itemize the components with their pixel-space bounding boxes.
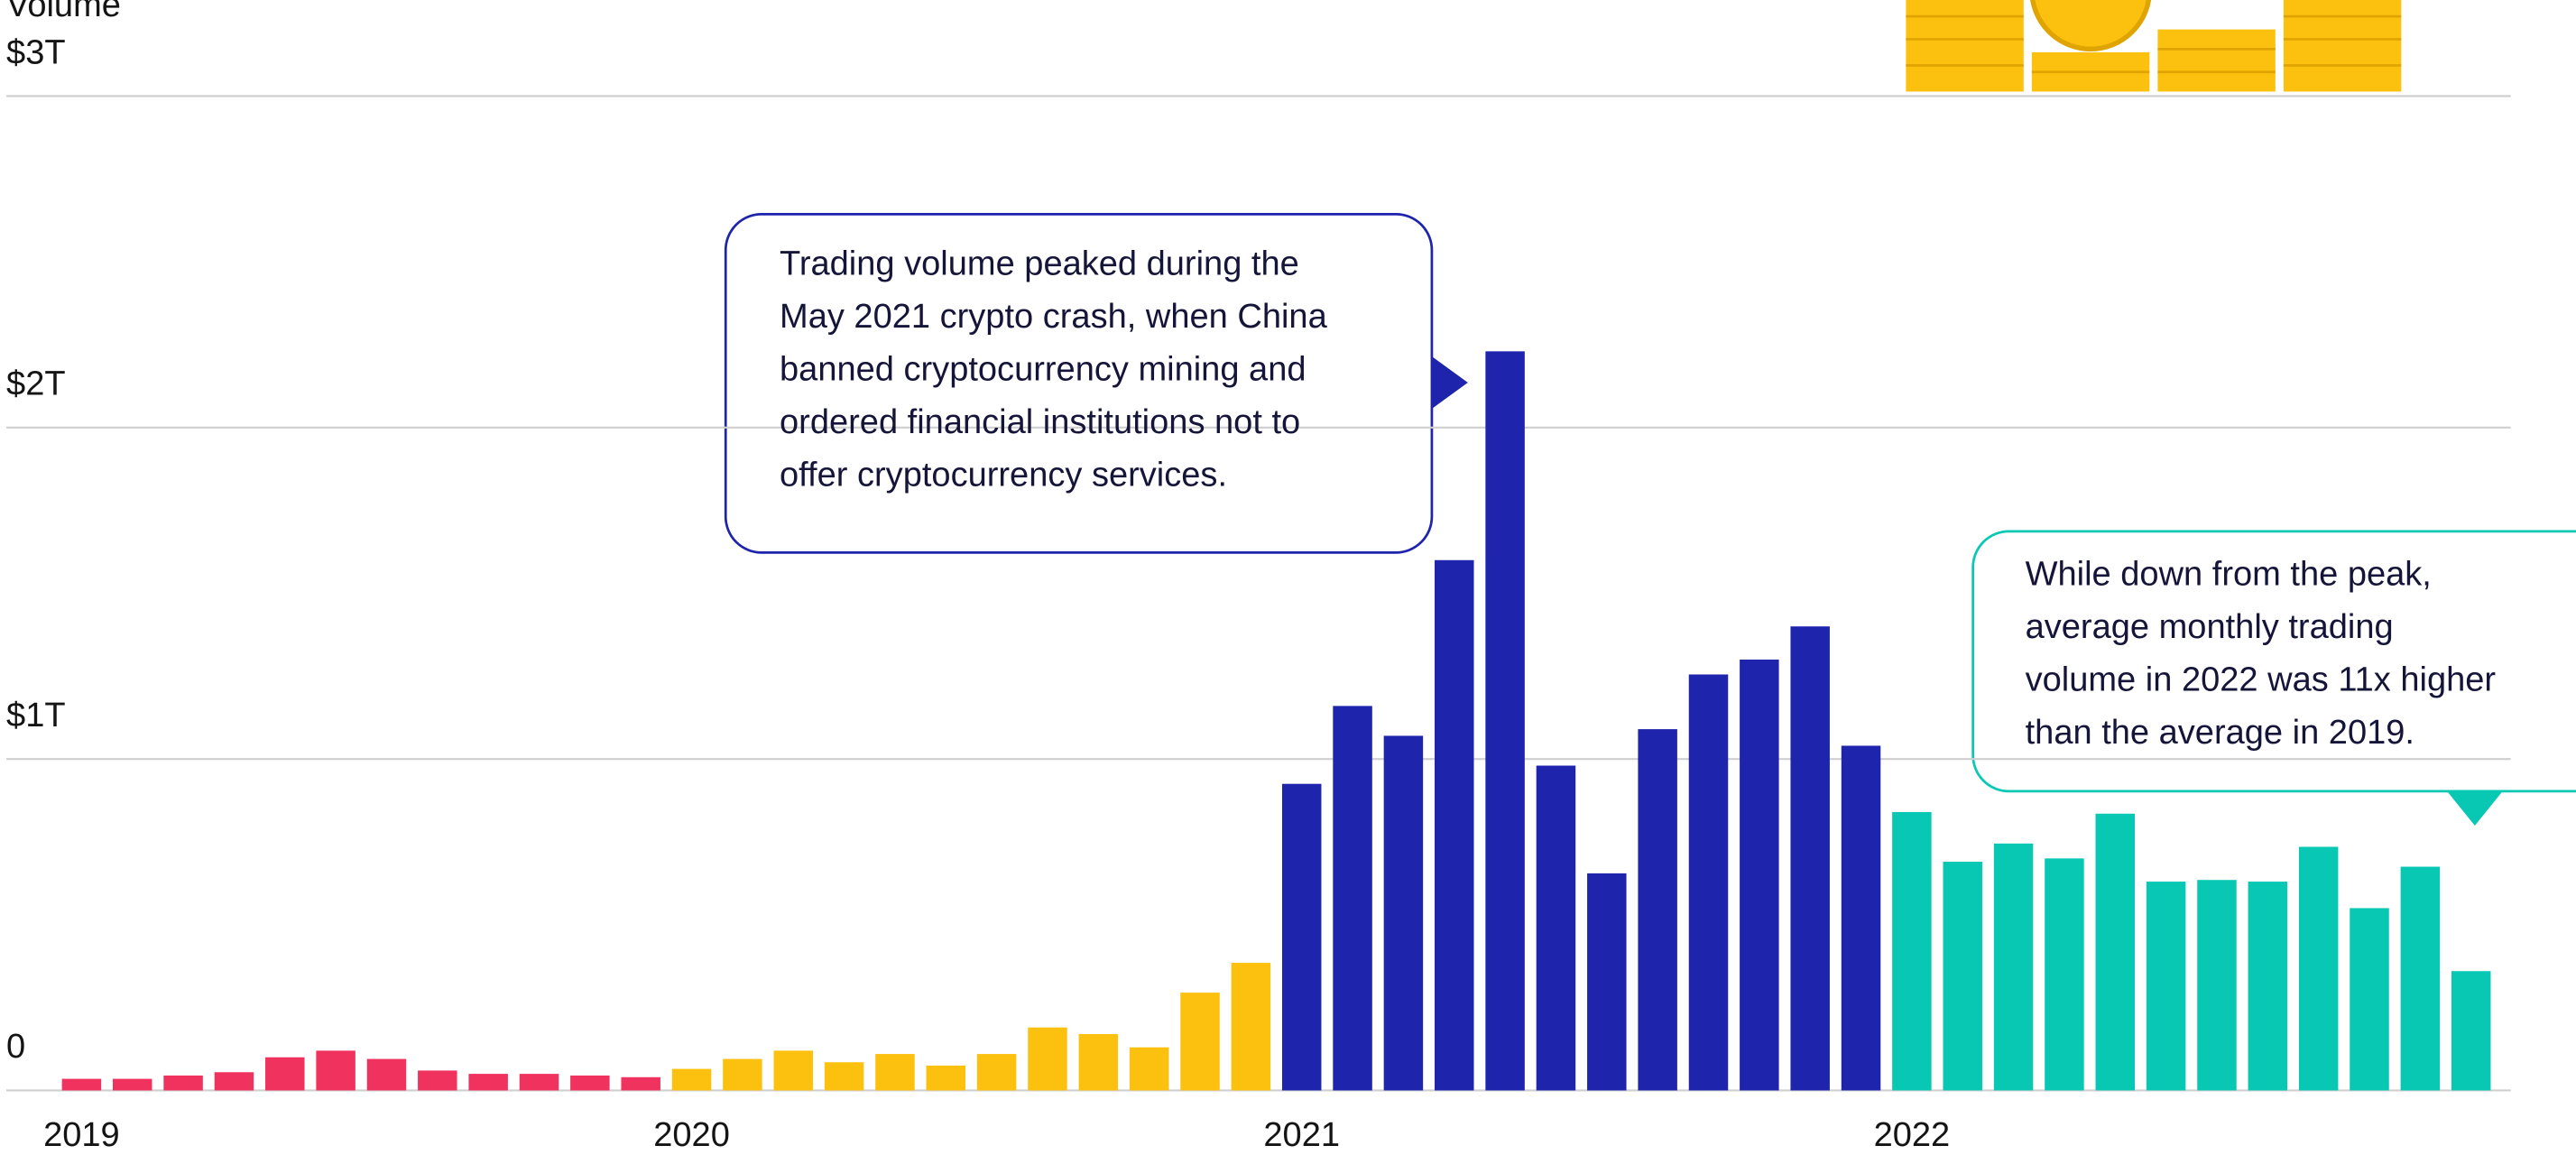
bar [2197, 880, 2237, 1091]
x-tick-label: 2019 [43, 1116, 120, 1154]
bar [519, 1074, 559, 1091]
bar [2400, 866, 2441, 1091]
bar [1688, 674, 1729, 1091]
bar [265, 1057, 305, 1091]
y-tick-label: 0 [6, 1028, 25, 1066]
annotation-line: banned cryptocurrency mining and [780, 350, 1306, 388]
y-tick-label: $2T [6, 365, 66, 403]
bar [418, 1070, 457, 1091]
annotation-line: average monthly trading [2026, 608, 2394, 646]
bar [2451, 971, 2491, 1091]
bar [1536, 765, 1576, 1091]
bar [1129, 1047, 1169, 1091]
annotation-line: offer cryptocurrency services. [780, 456, 1227, 494]
bar [366, 1058, 407, 1091]
bar [1892, 811, 1932, 1091]
bar [1993, 843, 2034, 1091]
bar [1790, 626, 1830, 1091]
bar [976, 1054, 1017, 1091]
bar [2298, 846, 2339, 1091]
bar [316, 1050, 355, 1091]
y-tick-label: $1T [6, 697, 66, 734]
annotation-line: May 2021 crypto crash, when China [780, 298, 1328, 336]
bar [214, 1072, 254, 1091]
bar [2045, 858, 2084, 1091]
bar [1383, 735, 1424, 1091]
bar [112, 1078, 152, 1091]
bar [1740, 659, 1779, 1091]
bar [2095, 813, 2136, 1091]
bar [1485, 351, 1525, 1091]
bar [1638, 729, 1677, 1091]
bar [1943, 862, 1982, 1091]
bar [621, 1076, 660, 1091]
bar [1333, 706, 1372, 1091]
y-axis-title: Volume [6, 0, 121, 24]
annotation-line: than the average in 2019. [2026, 714, 2414, 752]
bar [723, 1058, 762, 1091]
bar [468, 1074, 508, 1091]
bar [875, 1054, 915, 1091]
bar [570, 1075, 610, 1091]
bar [1841, 745, 1881, 1091]
annotation-line: While down from the peak, [2026, 556, 2432, 594]
bar [1078, 1034, 1119, 1091]
y-tick-label: $3T [6, 33, 66, 71]
bar [2248, 882, 2288, 1091]
bar [773, 1050, 813, 1091]
callout-2 [1971, 530, 2576, 826]
bar [926, 1065, 966, 1091]
bar [1281, 783, 1322, 1091]
bar [1435, 559, 1474, 1091]
bar [1587, 873, 1627, 1091]
x-tick-label: 2022 [1874, 1116, 1951, 1154]
bar [824, 1062, 864, 1091]
bar [2350, 908, 2389, 1091]
annotation-line: Trading volume peaked during the [780, 245, 1299, 282]
annotation-line: volume in 2022 was 11x higher [2026, 661, 2497, 699]
callout-1 [724, 212, 1468, 554]
bar [2146, 882, 2186, 1091]
bar [1231, 963, 1271, 1091]
annotation-line: ordered financial institutions not to [780, 403, 1300, 441]
coin-illustration [1906, 0, 2402, 92]
x-tick-label: 2020 [653, 1116, 730, 1154]
bar [61, 1078, 102, 1091]
bar [1180, 993, 1220, 1091]
bar [163, 1075, 203, 1091]
x-tick-label: 2021 [1263, 1116, 1340, 1154]
bar [1028, 1027, 1067, 1091]
bar [671, 1068, 712, 1091]
